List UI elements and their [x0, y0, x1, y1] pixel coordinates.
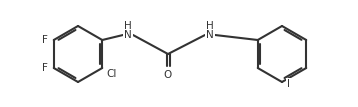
Text: I: I	[287, 79, 290, 89]
Text: N: N	[124, 30, 132, 40]
Text: N: N	[206, 30, 214, 40]
Text: Cl: Cl	[106, 69, 117, 79]
Text: H: H	[124, 21, 132, 31]
Text: H: H	[206, 21, 214, 31]
Text: O: O	[164, 70, 172, 80]
Text: F: F	[42, 63, 48, 73]
Text: F: F	[42, 35, 48, 45]
